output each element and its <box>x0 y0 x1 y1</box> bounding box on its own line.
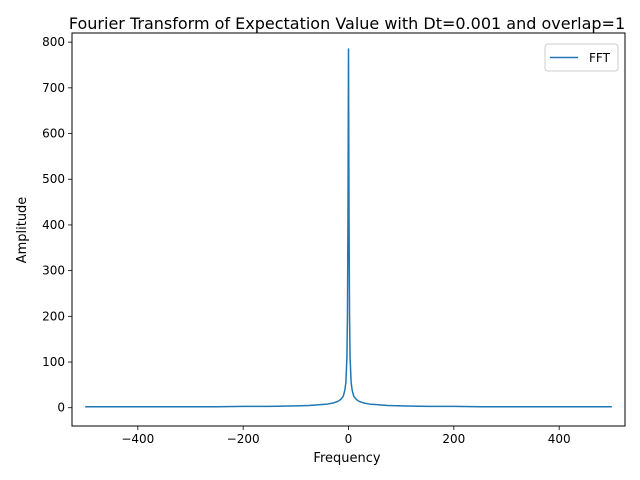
y-tick-label: 200 <box>42 309 65 323</box>
y-tick-label: 800 <box>42 35 65 49</box>
y-tick-label: 400 <box>42 218 65 232</box>
plot-content <box>85 48 612 408</box>
x-tick-label: 0 <box>345 432 353 446</box>
series-line-fft <box>85 48 612 408</box>
x-tick-label: 400 <box>548 432 571 446</box>
y-tick-label: 500 <box>42 172 65 186</box>
chart-title: Fourier Transform of Expectation Value w… <box>69 14 625 33</box>
y-tick-label: 300 <box>42 264 65 278</box>
legend-box <box>544 43 619 72</box>
x-tick-label: 200 <box>442 432 465 446</box>
legend-label-fft: FFT <box>589 51 611 65</box>
y-tick-label: 0 <box>57 401 65 415</box>
x-tick-label: −200 <box>227 432 260 446</box>
x-axis: −400 −200 0 200 400 <box>121 426 571 446</box>
y-axis-label: Amplitude <box>15 197 30 264</box>
x-axis-label: Frequency <box>313 451 380 466</box>
y-tick-label: 700 <box>42 81 65 95</box>
y-tick-label: 600 <box>42 127 65 141</box>
legend: FFT <box>544 43 619 72</box>
x-tick-label: −400 <box>121 432 154 446</box>
y-tick-label: 100 <box>42 355 65 369</box>
y-axis: 0 100 200 300 400 500 600 700 800 <box>42 35 72 415</box>
